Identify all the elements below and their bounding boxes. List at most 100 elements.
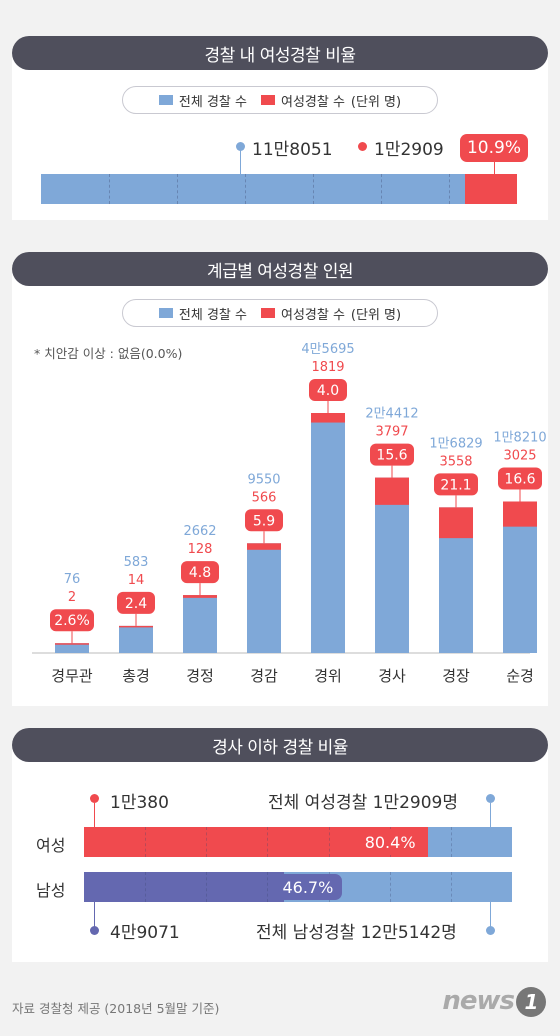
section1-title: 경찰 내 여성경찰 비율: [12, 36, 548, 70]
pct-marker-line: [494, 162, 495, 174]
pct-pill: [309, 379, 347, 401]
pct-label: 15.6: [376, 448, 407, 464]
male-count-dot: [90, 926, 99, 935]
male-count-line: [94, 902, 95, 928]
ratio-bar-divider: [109, 174, 110, 204]
female-ratio-pill: 80.4%: [356, 829, 425, 855]
total-count-label: 11만8051: [252, 140, 333, 160]
female-value-label: 566: [252, 490, 277, 505]
total-value-label: 2662: [183, 524, 216, 539]
source-footer: 자료 경찰청 제공 (2018년 5월말 기준): [12, 1001, 220, 1016]
total-value-label: 76: [64, 572, 81, 587]
ratio-divider: [206, 872, 208, 902]
female-count-line: [94, 803, 95, 827]
legend2-female-label: 여성경찰 수: [280, 307, 345, 323]
ratio-bar-divider: [449, 174, 450, 204]
legend-total-swatch: [158, 95, 173, 105]
category-label: 경위: [314, 667, 342, 685]
male-below-count: 4만9071: [110, 923, 180, 943]
section2-legend: 전체 경찰 수 여성경찰 수 (단위 명): [122, 299, 438, 327]
pct-label: 2.4: [125, 596, 147, 612]
category-label: 경장: [442, 667, 470, 685]
female-total-dot: [486, 794, 495, 803]
section1-legend: 전체 경찰 수 여성경찰 수 (단위 명): [122, 86, 438, 114]
legend-total: 전체 경찰 수: [158, 91, 247, 110]
total-value-label: 1만8210: [493, 430, 546, 445]
section3-title: 경사 이하 경찰 비율: [12, 728, 548, 762]
female-count-label: 1만2909: [374, 140, 444, 160]
legend-unit: (단위 명): [350, 94, 402, 110]
bar-female: [183, 595, 217, 598]
pct-label: 4.8: [189, 565, 211, 581]
female-value-label: 1819: [311, 360, 344, 375]
ratio-divider: [450, 872, 452, 902]
female-total-text: 전체 여성경찰 1만2909명: [268, 793, 459, 813]
ratio-divider: [450, 827, 452, 857]
ratio-bar-divider: [245, 174, 246, 204]
bar-female: [119, 625, 153, 628]
total-value-label: 9550: [247, 472, 280, 487]
ratio-bar: [41, 174, 517, 204]
ratio-divider: [267, 827, 269, 857]
pct-pill: [181, 561, 219, 584]
female-ratio-track: [84, 827, 512, 857]
logo-number: 1: [516, 986, 546, 1017]
legend2-total: 전체 경찰 수: [158, 304, 247, 323]
legend-female: 여성경찰 수 (단위 명): [260, 91, 402, 110]
female-value-label: 3025: [503, 448, 536, 463]
bar-female: [55, 643, 89, 645]
bar-female: [503, 501, 537, 527]
female-row-label: 여성: [36, 836, 66, 855]
male-total-line: [490, 902, 491, 928]
bar-total: [119, 625, 153, 653]
bar-total: [311, 413, 345, 653]
bar-total: [375, 477, 409, 653]
female-value-label: 14: [128, 573, 145, 588]
category-label: 경정: [186, 667, 214, 685]
category-label: 경감: [250, 667, 278, 685]
chart-note: * 치안감 이상 : 없음(0.0%): [34, 346, 183, 361]
male-ratio-pill: 46.7%: [273, 874, 342, 900]
legend2-total-label: 전체 경찰 수: [178, 307, 247, 323]
bar-female: [375, 477, 409, 505]
ratio-divider: [267, 872, 269, 902]
male-total-text: 전체 남성경찰 12만5142명: [256, 923, 457, 943]
total-value-label: 4만5695: [301, 342, 354, 357]
legend2-female-swatch: [260, 308, 275, 318]
female-total-line: [490, 803, 491, 827]
ratio-divider: [145, 827, 147, 857]
bar-female: [439, 507, 473, 539]
ratio-divider: [389, 872, 391, 902]
legend-female-label: 여성경찰 수: [280, 94, 345, 110]
pct-pill: [117, 591, 155, 614]
pct-label: 4.0: [317, 383, 339, 399]
female-value-label: 3797: [375, 425, 408, 440]
pct-label: 21.1: [440, 477, 471, 493]
female-pct-pill: 10.9%: [460, 134, 528, 162]
pct-label: 2.6%: [54, 613, 90, 629]
legend2-total-swatch: [158, 308, 173, 318]
bar-total: [503, 501, 537, 653]
news1-logo: news 1: [442, 986, 546, 1017]
total-value-label: 583: [124, 555, 149, 570]
category-label: 순경: [506, 667, 534, 685]
ratio-divider: [206, 827, 208, 857]
ratio-divider: [145, 872, 147, 902]
total-marker-dot: [236, 142, 245, 151]
male-row-label: 남성: [36, 881, 66, 900]
legend-female-swatch: [260, 95, 275, 105]
pct-pill: [498, 467, 542, 490]
legend2-unit: (단위 명): [350, 307, 402, 323]
female-value-label: 2: [68, 590, 76, 605]
bar-female: [247, 543, 281, 550]
pct-pill: [245, 509, 283, 532]
rank-bar-chart: 2.6% 2 76 경무관 2.4 14 583 총경 4.8 128 2662 경정 5.9 566 95…: [32, 342, 547, 685]
pct-pill: [370, 443, 414, 466]
male-total-dot: [486, 926, 495, 935]
category-label: 총경: [122, 667, 150, 685]
logo-text: news: [442, 986, 515, 1016]
ratio-bar-female: [465, 174, 517, 204]
ratio-bar-divider: [177, 174, 178, 204]
pct-label: 5.9: [253, 513, 275, 529]
legend2-female: 여성경찰 수 (단위 명): [260, 304, 402, 323]
